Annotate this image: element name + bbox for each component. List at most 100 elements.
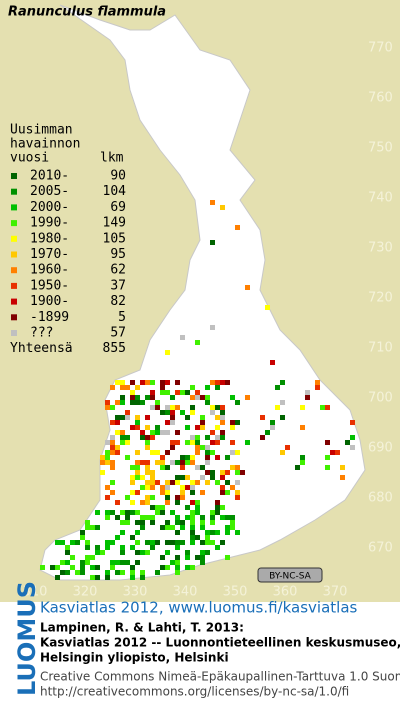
observation-square [230,450,235,455]
legend-label: 1990- [30,216,69,231]
observation-square [230,525,235,530]
observation-square [95,545,100,550]
observation-square [165,465,170,470]
license-line: http://creativecommons.org/licenses/by-n… [40,685,349,699]
observation-square [160,410,165,415]
observation-square [230,395,235,400]
observation-square [155,505,160,510]
observation-square [135,520,140,525]
observation-square [175,440,180,445]
observation-square [140,520,145,525]
observation-square [205,385,210,390]
legend-label: 1970- [30,247,69,262]
observation-square [305,390,310,395]
observation-square [110,405,115,410]
atlas-link[interactable]: Kasviatlas 2012, www.luomus.fi/kasviatla… [40,599,358,617]
observation-square [130,475,135,480]
observation-square [215,440,220,445]
observation-square [220,435,225,440]
observation-square [130,465,135,470]
observation-square [115,400,120,405]
observation-square [180,460,185,465]
observation-square [315,380,320,385]
observation-square [190,510,195,515]
observation-square [225,470,230,475]
observation-square [135,425,140,430]
observation-square [200,540,205,545]
observation-square [145,465,150,470]
observation-square [210,380,215,385]
observation-square [340,475,345,480]
citation-line: Lampinen, R. & Lahti, T. 2013: [40,621,244,635]
observation-square [150,485,155,490]
observation-square [105,460,110,465]
observation-square [95,565,100,570]
legend-label: 2010- [30,169,69,184]
observation-square [120,380,125,385]
observation-square [140,515,145,520]
observation-square [185,515,190,520]
observation-square [145,470,150,475]
observation-square [280,450,285,455]
observation-square [200,525,205,530]
north-label: 740 [368,191,393,206]
observation-square [220,415,225,420]
observation-square [170,395,175,400]
observation-square [120,415,125,420]
observation-square [235,480,240,485]
observation-square [210,405,215,410]
observation-square [210,470,215,475]
observation-square [140,460,145,465]
observation-square [260,435,265,440]
observation-square [105,485,110,490]
observation-square [220,420,225,425]
observation-square [205,530,210,535]
observation-square [205,460,210,465]
observation-square [165,480,170,485]
observation-square [175,530,180,535]
observation-square [120,570,125,575]
observation-square [120,520,125,525]
observation-square [210,520,215,525]
legend-swatch [11,173,17,179]
observation-square [105,455,110,460]
observation-square [175,495,180,500]
observation-square [165,485,170,490]
observation-square [80,530,85,535]
observation-square [155,460,160,465]
observation-square [70,555,75,560]
observation-square [130,395,135,400]
observation-square [95,510,100,515]
observation-square [110,465,115,470]
observation-square [325,455,330,460]
observation-square [245,395,250,400]
observation-square [230,485,235,490]
legend-heading: vuosi [10,151,49,166]
observation-square [125,455,130,460]
observation-square [295,465,300,470]
observation-square [220,380,225,385]
observation-square [150,515,155,520]
observation-square [165,420,170,425]
observation-square [130,510,135,515]
observation-square [135,420,140,425]
observation-square [200,550,205,555]
observation-square [155,480,160,485]
observation-square [80,570,85,575]
observation-square [160,460,165,465]
observation-square [170,410,175,415]
observation-square [65,560,70,565]
observation-square [110,440,115,445]
observation-square [115,535,120,540]
observation-square [195,480,200,485]
observation-square [120,400,125,405]
observation-square [130,425,135,430]
observation-square [150,430,155,435]
observation-square [205,445,210,450]
observation-square [235,530,240,535]
observation-square [140,430,145,435]
legend-count: 95 [110,247,126,262]
observation-square [135,460,140,465]
observation-square [225,530,230,535]
observation-square [165,405,170,410]
